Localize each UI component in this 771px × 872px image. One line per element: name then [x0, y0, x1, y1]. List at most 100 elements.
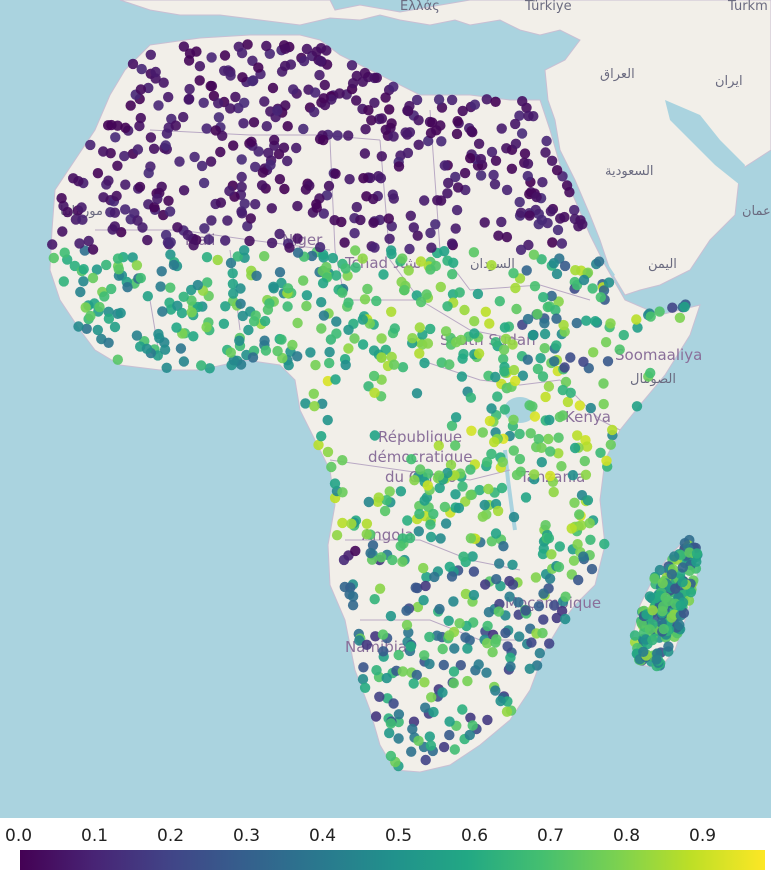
data-point: [533, 433, 544, 445]
data-point: [529, 281, 541, 292]
data-point: [460, 632, 471, 643]
data-point: [150, 66, 161, 78]
data-point: [425, 323, 436, 335]
data-point: [393, 649, 404, 661]
data-point: [425, 740, 437, 751]
data-point: [556, 461, 567, 472]
data-point: [404, 127, 416, 138]
data-point: [171, 322, 182, 333]
data-point: [457, 353, 468, 364]
data-point: [361, 529, 372, 540]
data-point: [602, 356, 614, 367]
africa-map[interactable]: Ελλάς Türkiye Turkm العراق ایران السعودية عمان…: [0, 0, 771, 818]
data-point: [395, 486, 407, 497]
data-point: [236, 47, 248, 59]
data-point: [404, 532, 416, 544]
data-point: [388, 193, 399, 204]
map-canvas[interactable]: Ελλάς Türkiye Turkm العراق ایران السعودية عمان…: [0, 0, 771, 818]
data-point: [135, 272, 146, 284]
data-point: [419, 195, 430, 206]
data-point: [618, 329, 629, 341]
data-point: [383, 213, 394, 224]
data-point: [557, 384, 568, 396]
data-point: [439, 160, 450, 171]
data-point: [359, 294, 371, 305]
data-point: [178, 291, 189, 302]
data-point: [369, 430, 380, 441]
data-point: [220, 301, 231, 312]
data-point: [300, 184, 312, 195]
data-point: [466, 126, 477, 137]
colorbar-gradient: [20, 850, 765, 870]
data-point: [418, 595, 429, 606]
data-point: [477, 427, 488, 438]
data-point: [132, 144, 144, 155]
data-point: [510, 282, 521, 294]
data-point: [605, 439, 616, 450]
data-point: [522, 158, 534, 169]
data-point: [384, 727, 395, 739]
data-point: [465, 392, 477, 403]
data-point: [288, 84, 299, 95]
data-point: [369, 242, 380, 253]
data-point: [112, 253, 124, 264]
data-point: [520, 605, 531, 616]
data-point: [425, 264, 436, 275]
data-point: [239, 245, 250, 256]
data-point: [280, 43, 291, 54]
data-point: [488, 169, 499, 181]
data-point: [442, 467, 453, 479]
data-point: [419, 650, 430, 661]
data-point: [493, 230, 504, 241]
data-point: [81, 323, 92, 334]
data-point: [201, 123, 212, 134]
data-point: [363, 105, 374, 116]
data-point: [545, 446, 556, 457]
data-point: [571, 317, 582, 329]
data-point: [230, 91, 241, 103]
data-point: [549, 600, 560, 611]
data-point: [450, 171, 461, 183]
data-point: [236, 181, 247, 193]
data-point: [153, 100, 164, 111]
data-point: [468, 589, 480, 601]
data-point: [495, 695, 506, 707]
data-point: [337, 517, 348, 529]
data-point: [324, 357, 335, 369]
data-point: [367, 540, 379, 551]
data-point: [397, 362, 409, 373]
data-point: [178, 356, 190, 367]
data-point: [465, 533, 477, 544]
data-point: [298, 275, 309, 286]
data-point: [194, 60, 206, 72]
data-point: [259, 315, 271, 327]
data-point: [551, 612, 562, 624]
data-point: [228, 140, 239, 151]
data-point: [300, 398, 311, 409]
data-point: [340, 263, 351, 274]
data-point: [282, 301, 293, 312]
data-point: [548, 258, 559, 269]
data-point: [519, 148, 531, 159]
data-point: [219, 65, 230, 77]
data-point: [134, 181, 146, 193]
data-point: [357, 339, 369, 350]
colorbar-tick-0.9: 0.9: [689, 826, 717, 846]
data-point: [448, 666, 460, 677]
data-point: [309, 401, 320, 412]
data-point: [196, 360, 207, 371]
data-point: [437, 643, 448, 655]
data-point: [533, 601, 545, 612]
data-point: [691, 548, 703, 559]
data-point: [459, 304, 470, 316]
data-point: [638, 646, 649, 657]
data-point: [548, 486, 559, 498]
data-point: [540, 520, 551, 531]
data-point: [94, 301, 105, 313]
data-point: [404, 243, 415, 255]
data-point: [164, 206, 176, 217]
data-point: [359, 682, 371, 693]
data-point: [555, 213, 566, 224]
data-point: [551, 268, 563, 280]
data-point: [301, 43, 313, 55]
